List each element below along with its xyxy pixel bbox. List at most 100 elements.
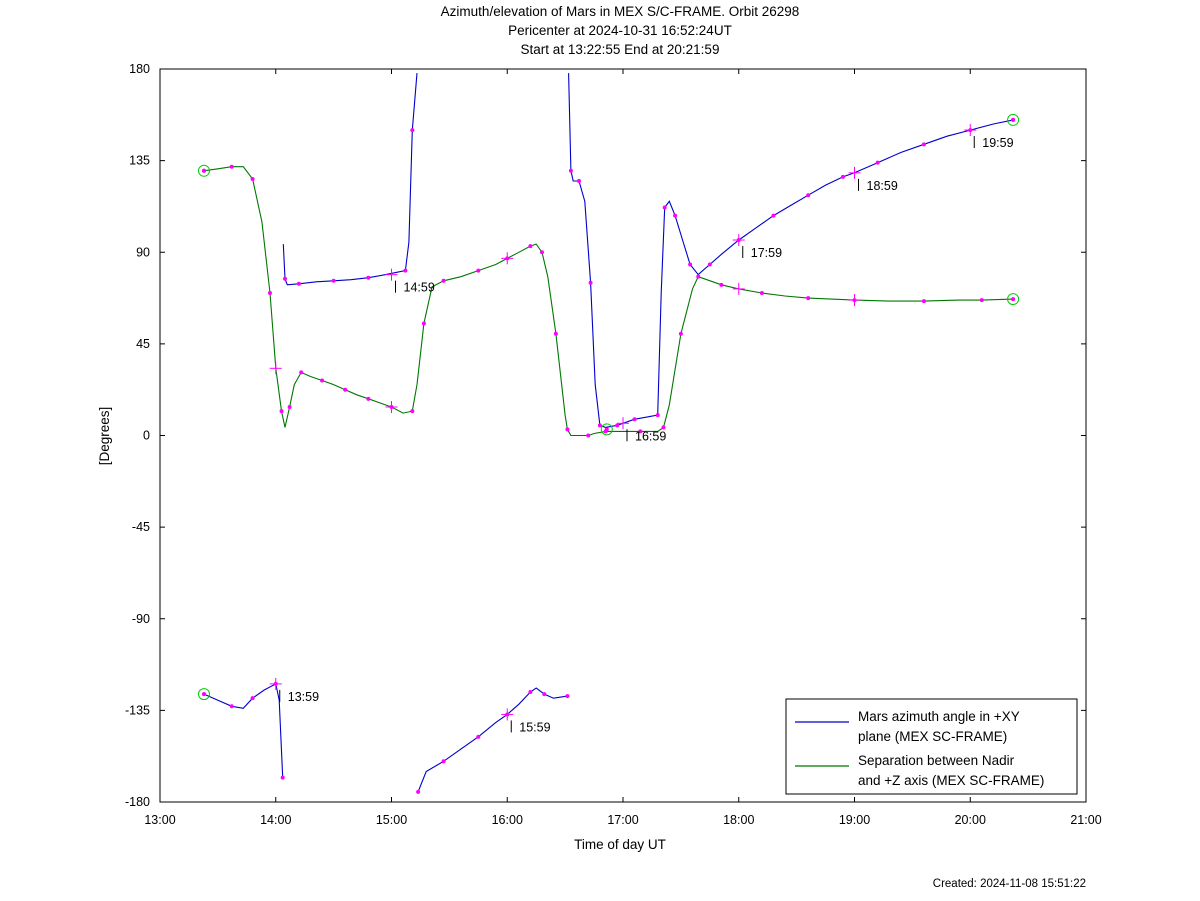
sample-dot [542,692,547,697]
sample-dot [287,404,292,409]
circle-marker [600,423,613,436]
circle-marker [197,164,210,177]
sample-dot [229,164,234,169]
x-tick-label: 19:00 [839,813,870,827]
sample-dot [921,299,926,304]
y-tick-label: 45 [136,337,150,351]
chart-subtitle-range: Start at 13:22:55 End at 20:21:59 [520,42,720,57]
sample-dot [707,262,712,267]
legend: Mars azimuth angle in +XY plane (MEX SC-… [785,698,1078,795]
series-line-1 [203,166,1014,437]
hour-label: 16:59 [635,429,666,443]
sample-dot [366,396,371,401]
sample-dot [441,278,446,283]
y-tick-label: -45 [132,520,150,534]
sample-dot [416,789,421,794]
x-tick-label: 18:00 [723,813,754,827]
sample-dot [655,413,660,418]
circle-marker [197,688,210,701]
sample-dot [280,775,285,780]
sample-dot [267,290,272,295]
sample-dot [410,128,415,133]
circle-marker-dot [201,168,206,173]
y-tick-label: 90 [136,245,150,259]
circle-marker [1007,293,1020,306]
sample-dot [528,690,533,695]
markers-layer [197,113,1020,794]
legend-label-separation-line2: and +Z axis (MEX SC-FRAME) [858,773,1044,788]
x-tick-label: 16:00 [492,813,523,827]
sample-dot [921,142,926,147]
x-tick-label: 14:00 [260,813,291,827]
y-tick-label: 135 [129,154,150,168]
sample-dot [688,262,693,267]
x-tick-label: 20:00 [955,813,986,827]
y-axis-label: [Degrees] [97,407,112,466]
created-timestamp: Created: 2024-11-08 15:51:22 [932,878,1086,890]
hour-label: 15:59 [519,720,550,734]
sample-dot [806,296,811,301]
sample-dot [331,278,336,283]
sample-dot [320,378,325,383]
sample-dot [476,734,481,739]
sample-dot [403,268,408,273]
legend-box [785,698,1078,795]
y-tick-label: 0 [143,429,150,443]
hour-label: 13:59 [288,690,319,704]
sample-dot [632,417,637,422]
sample-dot [539,250,544,255]
sample-dot [615,423,620,428]
sample-dot [771,213,776,218]
chart-subtitle-pericenter: Pericenter at 2024-10-31 16:52:24UT [508,23,732,38]
axis-tick-labels: 13:00 14:00 15:00 16:00 17:00 18:00 19:00 20:00… [125,62,1102,827]
hour-label: 14:59 [404,281,435,295]
sample-dot [696,274,701,279]
sample-dot [565,694,570,699]
sample-dot [588,280,593,285]
sample-dot [366,275,371,280]
sample-dot [661,425,666,430]
sample-dot [673,213,678,218]
circle-marker-dot [1011,297,1016,302]
circle-marker-dot [1011,117,1016,122]
circle-marker-dot [604,427,609,432]
hour-label: 18:59 [867,179,898,193]
y-tick-label: -135 [125,703,150,717]
sample-dot [759,290,764,295]
sample-dot [638,429,643,434]
sample-dot [806,193,811,198]
sample-dot [586,433,591,438]
y-tick-label: -180 [125,795,150,809]
sample-dot [296,281,301,286]
x-tick-label: 13:00 [144,813,175,827]
legend-label-separation-line1: Separation between Nadir [858,753,1015,768]
sample-dot [875,160,880,165]
sample-dot [568,168,573,173]
sample-dot [421,321,426,326]
sample-dot [528,244,533,249]
sample-dot [476,268,481,273]
legend-label-azimuth-line2: plane (MEX SC-FRAME) [858,729,1007,744]
time-annotations: 13:59 14:59 15:59 16:59 17:59 18:59 19:59 [269,124,1014,734]
sample-dot [299,370,304,375]
sample-dot [979,298,984,303]
y-tick-label: 180 [129,62,150,76]
sample-dot [577,178,582,183]
sample-dot [279,409,284,414]
sample-dot [250,176,255,181]
sample-dot [565,427,570,432]
y-tick-label: -90 [132,612,150,626]
sample-dot [229,704,234,709]
sample-dot [343,387,348,392]
sample-dot [719,282,724,287]
plot-frame [159,68,1087,803]
x-tick-label: 17:00 [607,813,638,827]
sample-dot [283,276,288,281]
sample-dot [410,409,415,414]
circle-marker-dot [201,692,206,697]
sample-dot [250,696,255,701]
legend-label-azimuth-line1: Mars azimuth angle in +XY [858,709,1020,724]
x-tick-label: 21:00 [1070,813,1101,827]
sample-dot [441,759,446,764]
